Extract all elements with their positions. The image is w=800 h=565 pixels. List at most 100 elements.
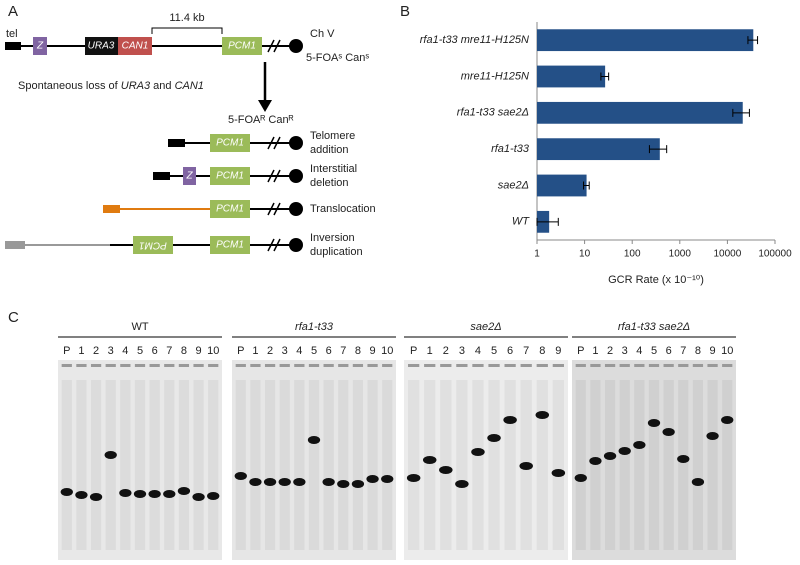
pcm1-label: PCM1 [216,204,244,215]
gel-band [207,492,220,500]
lane-label: 1 [592,345,598,357]
break-mark [267,39,281,53]
well [178,364,190,367]
lane-label: 6 [507,345,513,357]
lane-label: 9 [555,345,561,357]
well [707,364,718,367]
gel-band [618,447,631,455]
x-tick-label: 1 [534,249,540,260]
x-tick-label: 1000 [669,249,692,260]
gel-band [519,462,533,470]
well [164,364,175,367]
phenotype: 5-FOAᴿ Canᴿ [228,114,294,126]
well [76,364,87,367]
well [648,364,660,367]
y-tick-label: rfa1-t33 sae2Δ [457,107,529,119]
well [367,364,378,367]
well [90,364,102,367]
ura3-label: URA3 [88,41,115,52]
lane-label: 5 [311,345,317,357]
outcome-label: Inversion [310,232,355,244]
error-bar [747,36,759,45]
gel-band [647,419,661,427]
lane-label: 1 [427,345,433,357]
lane-smear [678,380,689,550]
error-bar [648,145,668,154]
y-tick-label: mre11-H125N [461,70,529,82]
well [456,364,468,367]
well [692,364,704,367]
well [352,364,364,367]
lane-smear [552,380,564,550]
well [619,364,630,367]
x-tick-label: 10 [579,249,591,260]
centromere [289,238,303,252]
gel-band [381,475,394,483]
lane-smear [294,380,305,550]
lane-label: 5 [651,345,657,357]
lane-label: 9 [710,345,716,357]
pcm1-label: PCM1 [216,171,244,182]
gel-band [691,478,705,486]
well [382,364,393,367]
lane-smear [536,380,548,550]
gel-band [535,411,550,419]
gel-band [148,490,161,498]
lane-label: 6 [326,345,332,357]
lane-smear [619,380,630,550]
well [408,364,420,367]
well [61,364,72,367]
lane-label: 7 [340,345,346,357]
lane-smear [456,380,468,550]
outcomes: PCM1 Z PCM1 PCM1 PCM1 PCM1 Telomere addition Int… [5,130,376,258]
lane-label: 3 [459,345,465,357]
gel-title: WT [131,321,148,333]
gel-band [551,469,566,477]
well [338,364,349,367]
gel-band [249,478,262,486]
well [678,364,689,367]
lane-smear [105,380,116,550]
lane-label: 2 [93,345,99,357]
lane-smear [323,380,334,550]
lane-smear [250,380,261,550]
outcome-label: duplication [310,246,363,258]
pcm1-label: PCM1 [139,239,167,250]
lane-smear [279,380,290,550]
well [134,364,146,367]
loss-text-part: CAN1 [175,80,204,92]
pcm1-box [210,134,250,152]
pcm1-box [210,200,250,218]
can1-box [118,37,152,55]
ura3-box [85,37,118,55]
lane-label: 4 [475,345,481,357]
error-bar [732,108,750,117]
lane-smear [308,380,320,550]
z-box [183,167,196,185]
gel-title: rfa1-t33 [295,321,334,333]
distance-label: 11.4 kb [169,12,204,24]
lane-smear [338,380,349,550]
lane-label: 7 [166,345,172,357]
lane-smear [663,380,674,550]
lane-smear [575,380,586,550]
telomere [168,139,185,147]
lane-label: 5 [137,345,143,357]
lane-smear [193,380,204,550]
panel-label: B [400,3,410,20]
z-label: Z [36,41,44,52]
lane-smear [352,380,364,550]
lane-smear [149,380,160,550]
lane-label: 1 [252,345,258,357]
gel-band [662,428,675,436]
bar [537,101,743,124]
gel-band [351,480,365,488]
error-bar [536,217,559,226]
lane-label: 8 [539,345,545,357]
pcm1-label: PCM1 [216,138,244,149]
lane-smear [440,380,452,550]
lane-smear [648,380,660,550]
well [323,364,334,367]
